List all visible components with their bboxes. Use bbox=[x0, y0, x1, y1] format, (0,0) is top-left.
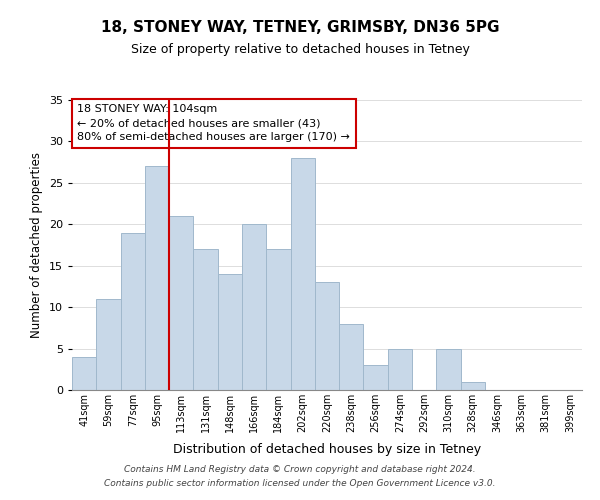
Y-axis label: Number of detached properties: Number of detached properties bbox=[30, 152, 43, 338]
Text: 18, STONEY WAY, TETNEY, GRIMSBY, DN36 5PG: 18, STONEY WAY, TETNEY, GRIMSBY, DN36 5P… bbox=[101, 20, 499, 35]
Text: Size of property relative to detached houses in Tetney: Size of property relative to detached ho… bbox=[131, 42, 469, 56]
Bar bbox=[266, 249, 290, 390]
Text: Contains HM Land Registry data © Crown copyright and database right 2024.
Contai: Contains HM Land Registry data © Crown c… bbox=[104, 466, 496, 487]
Bar bbox=[364, 365, 388, 390]
Bar bbox=[121, 232, 145, 390]
Bar bbox=[218, 274, 242, 390]
Bar bbox=[145, 166, 169, 390]
Text: 18 STONEY WAY: 104sqm
← 20% of detached houses are smaller (43)
80% of semi-deta: 18 STONEY WAY: 104sqm ← 20% of detached … bbox=[77, 104, 350, 142]
Bar bbox=[315, 282, 339, 390]
Bar bbox=[96, 299, 121, 390]
X-axis label: Distribution of detached houses by size in Tetney: Distribution of detached houses by size … bbox=[173, 444, 481, 456]
Bar bbox=[436, 348, 461, 390]
Bar bbox=[242, 224, 266, 390]
Bar bbox=[388, 348, 412, 390]
Bar bbox=[193, 249, 218, 390]
Bar bbox=[339, 324, 364, 390]
Bar bbox=[290, 158, 315, 390]
Bar bbox=[169, 216, 193, 390]
Bar bbox=[461, 382, 485, 390]
Bar bbox=[72, 357, 96, 390]
